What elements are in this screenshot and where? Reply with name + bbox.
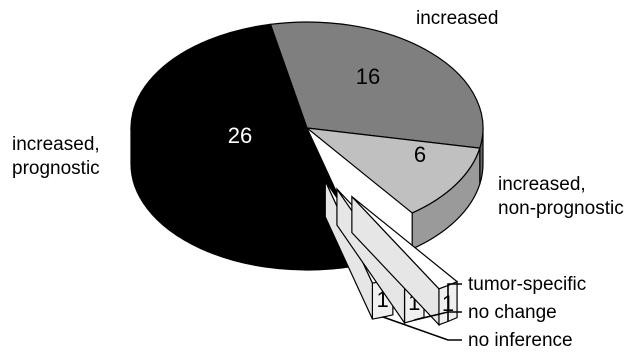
slice-label-increased-prognostic: increased, prognostic	[12, 134, 100, 179]
slice-label-tumor-specific: tumor-specific	[468, 274, 586, 295]
slice-label-increased: increased	[416, 8, 498, 29]
leader-line-no-change	[414, 311, 462, 321]
slice-label-no-inference: no inference	[468, 330, 573, 351]
pie-slice-increased	[269, 21, 484, 149]
leader-line-no-inference	[382, 316, 462, 341]
pie-body	[130, 21, 484, 271]
pie-slice-increased-non-prognostic	[305, 127, 481, 214]
leader-line-tumor-specific	[447, 283, 462, 322]
slice-value-increased-non-prognostic: 6	[414, 142, 426, 167]
pie-slice-tumor-specific: 1	[351, 195, 459, 327]
slice-label-increased-non-prognostic: increased, non-prognostic	[498, 174, 624, 219]
pie-slice-increased-prognostic	[130, 23, 355, 235]
slice-label-no-change: no change	[468, 302, 557, 323]
slice-value-increased-prognostic: 26	[228, 123, 252, 148]
slice-value-increased: 16	[356, 64, 380, 89]
